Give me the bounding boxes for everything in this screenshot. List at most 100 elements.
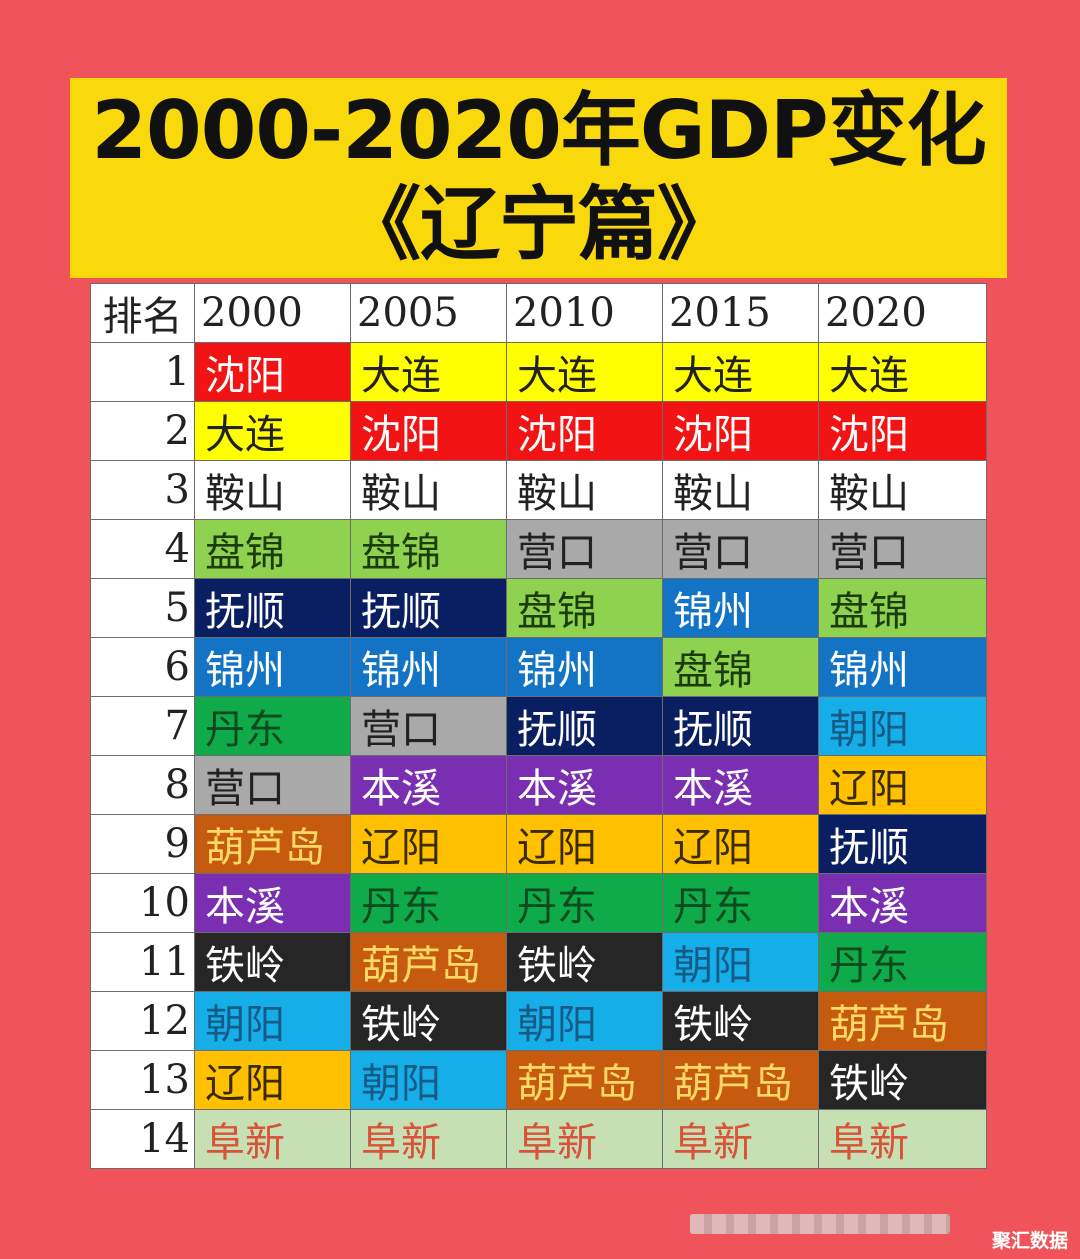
watermark-text: 聚汇数据 <box>991 1230 1068 1252</box>
city-cell: 盘锦 <box>350 519 507 579</box>
table-row: 12 朝阳 铁岭 朝阳 铁岭 葫芦岛 <box>90 991 987 1051</box>
city-cell: 阜新 <box>818 1109 987 1169</box>
rank-cell: 12 <box>90 991 195 1051</box>
city-cell: 抚顺 <box>818 814 987 874</box>
column-header-year: 2010 <box>506 283 663 343</box>
city-cell: 营口 <box>350 696 507 756</box>
city-cell: 锦州 <box>818 637 987 697</box>
city-cell: 辽阳 <box>350 814 507 874</box>
table-row: 4 盘锦 盘锦 营口 营口 营口 <box>90 519 987 579</box>
table-body: 1 沈阳 大连 大连 大连 大连 2 大连 沈阳 沈阳 沈阳 沈阳 3 鞍山 鞍山 鞍山 鞍山 鞍山 4 盘锦 盘锦 营口… <box>90 342 987 1169</box>
table-row: 2 大连 沈阳 沈阳 沈阳 沈阳 <box>90 401 987 461</box>
city-cell: 葫芦岛 <box>662 1050 819 1110</box>
blurred-watermark <box>690 1214 950 1234</box>
city-cell: 辽阳 <box>818 755 987 815</box>
gdp-ranking-table: 排名 2000 2005 2010 2015 2020 1 沈阳 大连 大连 大连 大连 2 大连 沈阳沈… <box>90 283 987 1169</box>
table-header-row: 排名 2000 2005 2010 2015 2020 <box>90 283 987 343</box>
city-cell: 大连 <box>194 401 351 461</box>
city-cell: 本溪 <box>506 755 663 815</box>
city-cell: 鞍山 <box>818 460 987 520</box>
city-cell: 大连 <box>350 342 507 402</box>
city-cell: 鞍山 <box>506 460 663 520</box>
city-cell: 葫芦岛 <box>506 1050 663 1110</box>
city-cell: 丹东 <box>350 873 507 933</box>
city-cell: 阜新 <box>506 1109 663 1169</box>
city-cell: 盘锦 <box>194 519 351 579</box>
city-cell: 丹东 <box>506 873 663 933</box>
city-cell: 丹东 <box>662 873 819 933</box>
rank-cell: 9 <box>90 814 195 874</box>
city-cell: 抚顺 <box>194 578 351 638</box>
city-cell: 朝阳 <box>194 991 351 1051</box>
city-cell: 营口 <box>818 519 987 579</box>
city-cell: 沈阳 <box>350 401 507 461</box>
city-cell: 铁岭 <box>506 932 663 992</box>
city-cell: 盘锦 <box>506 578 663 638</box>
city-cell: 锦州 <box>662 578 819 638</box>
gdp-ranking-table-wrap: 排名 2000 2005 2010 2015 2020 1 沈阳 大连 大连 大连 大连 2 大连 沈阳沈… <box>90 283 987 1169</box>
rank-cell: 6 <box>90 637 195 697</box>
city-cell: 鞍山 <box>194 460 351 520</box>
city-cell: 盘锦 <box>662 637 819 697</box>
table-row: 6 锦州 锦州 锦州 盘锦 锦州 <box>90 637 987 697</box>
page-subtitle: 《辽宁篇》 <box>341 178 737 271</box>
city-cell: 丹东 <box>194 696 351 756</box>
city-cell: 辽阳 <box>662 814 819 874</box>
page-title: 2000-2020年GDP变化 <box>91 84 986 177</box>
city-cell: 沈阳 <box>662 401 819 461</box>
rank-cell: 14 <box>90 1109 195 1169</box>
city-cell: 锦州 <box>194 637 351 697</box>
rank-cell: 2 <box>90 401 195 461</box>
column-header-year: 2015 <box>662 283 819 343</box>
city-cell: 大连 <box>662 342 819 402</box>
city-cell: 锦州 <box>350 637 507 697</box>
title-banner: 2000-2020年GDP变化 《辽宁篇》 <box>70 78 1007 278</box>
table-row: 1 沈阳 大连 大连 大连 大连 <box>90 342 987 402</box>
table-row: 3 鞍山 鞍山 鞍山 鞍山 鞍山 <box>90 460 987 520</box>
city-cell: 盘锦 <box>818 578 987 638</box>
city-cell: 抚顺 <box>506 696 663 756</box>
city-cell: 本溪 <box>662 755 819 815</box>
city-cell: 沈阳 <box>194 342 351 402</box>
rank-cell: 4 <box>90 519 195 579</box>
city-cell: 铁岭 <box>194 932 351 992</box>
city-cell: 丹东 <box>818 932 987 992</box>
rank-cell: 13 <box>90 1050 195 1110</box>
city-cell: 阜新 <box>662 1109 819 1169</box>
rank-cell: 11 <box>90 932 195 992</box>
city-cell: 沈阳 <box>818 401 987 461</box>
city-cell: 鞍山 <box>350 460 507 520</box>
table-row: 10 本溪 丹东 丹东 丹东 本溪 <box>90 873 987 933</box>
rank-cell: 7 <box>90 696 195 756</box>
city-cell: 本溪 <box>818 873 987 933</box>
rank-cell: 3 <box>90 460 195 520</box>
city-cell: 葫芦岛 <box>194 814 351 874</box>
city-cell: 葫芦岛 <box>818 991 987 1051</box>
city-cell: 铁岭 <box>818 1050 987 1110</box>
table-row: 9 葫芦岛 辽阳 辽阳 辽阳 抚顺 <box>90 814 987 874</box>
city-cell: 营口 <box>506 519 663 579</box>
city-cell: 本溪 <box>350 755 507 815</box>
rank-cell: 1 <box>90 342 195 402</box>
city-cell: 营口 <box>194 755 351 815</box>
rank-cell: 8 <box>90 755 195 815</box>
city-cell: 辽阳 <box>194 1050 351 1110</box>
table-row: 8 营口 本溪 本溪 本溪 辽阳 <box>90 755 987 815</box>
city-cell: 大连 <box>506 342 663 402</box>
table-row: 7 丹东 营口 抚顺 抚顺 朝阳 <box>90 696 987 756</box>
city-cell: 营口 <box>662 519 819 579</box>
city-cell: 本溪 <box>194 873 351 933</box>
city-cell: 抚顺 <box>662 696 819 756</box>
column-header-year: 2000 <box>194 283 351 343</box>
table-row: 11 铁岭 葫芦岛 铁岭 朝阳 丹东 <box>90 932 987 992</box>
city-cell: 铁岭 <box>350 991 507 1051</box>
city-cell: 辽阳 <box>506 814 663 874</box>
city-cell: 鞍山 <box>662 460 819 520</box>
table-row: 14 阜新 阜新 阜新 阜新 阜新 <box>90 1109 987 1169</box>
city-cell: 沈阳 <box>506 401 663 461</box>
city-cell: 锦州 <box>506 637 663 697</box>
city-cell: 阜新 <box>194 1109 351 1169</box>
city-cell: 葫芦岛 <box>350 932 507 992</box>
city-cell: 铁岭 <box>662 991 819 1051</box>
rank-cell: 5 <box>90 578 195 638</box>
